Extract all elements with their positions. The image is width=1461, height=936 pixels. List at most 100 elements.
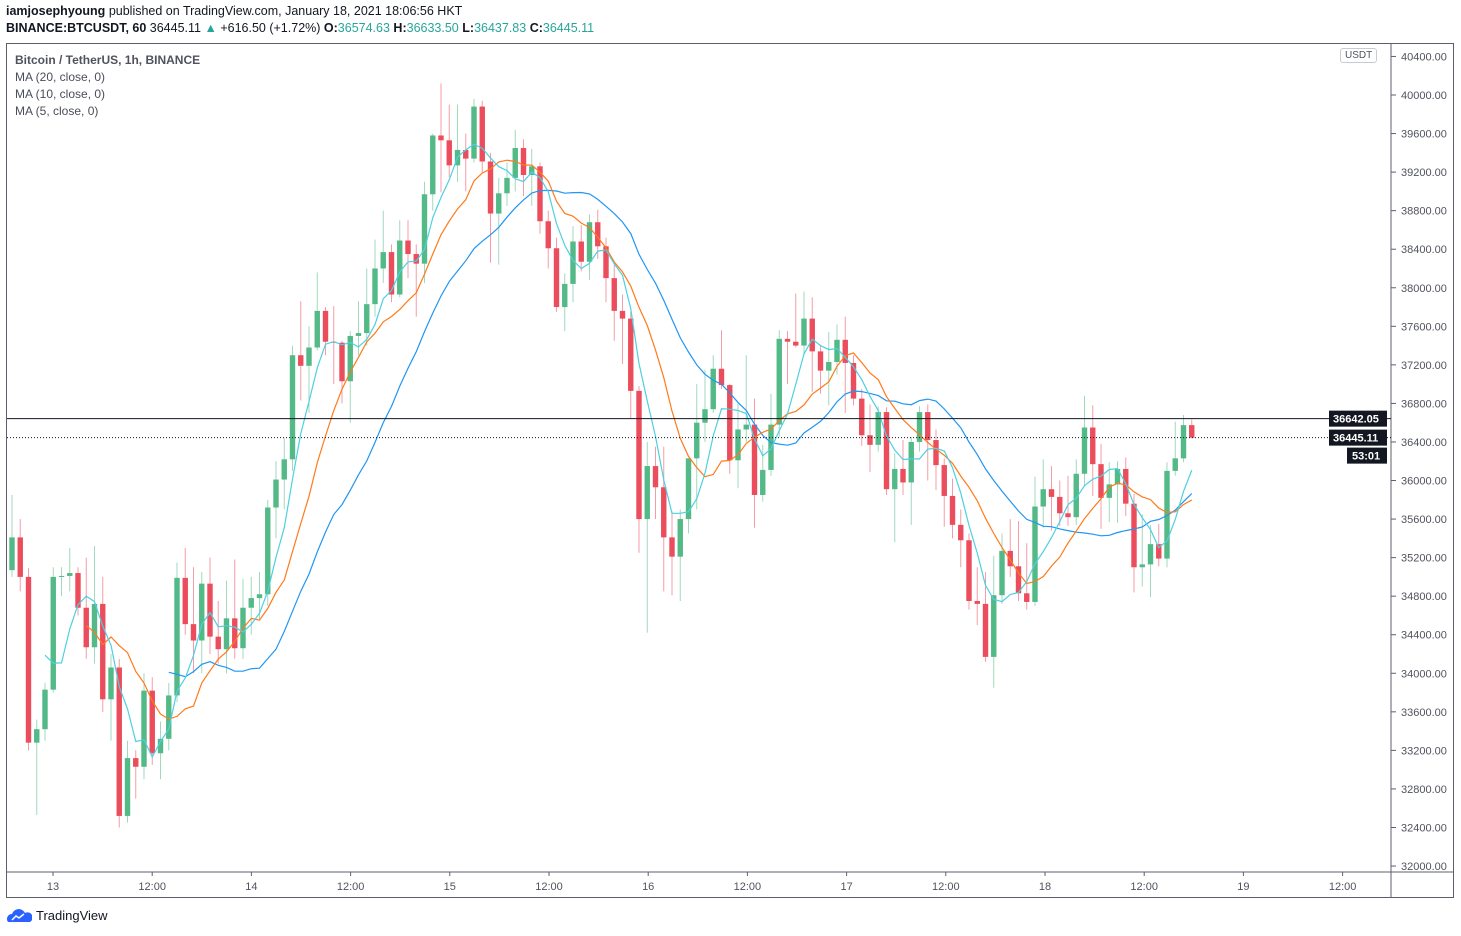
candle-up (42, 689, 48, 730)
candle-up (562, 283, 568, 308)
price-label-bg (1329, 429, 1387, 446)
x-tick-label: 12:00 (138, 881, 166, 893)
x-tick-label: 17 (840, 881, 852, 893)
high-value: 36633.50 (406, 21, 459, 35)
open-label: O: (323, 21, 338, 35)
candle-up (570, 241, 576, 284)
candle-up (702, 409, 708, 423)
low-value: 36437.83 (474, 21, 527, 35)
candle-up (223, 618, 230, 650)
x-tick-label: 18 (1039, 881, 1051, 893)
candle-down (784, 338, 791, 342)
bar-countdown: 53:01 (1352, 451, 1380, 463)
candle-down (949, 495, 956, 525)
legend-title: Bitcoin / TetherUS, 1h, BINANCE (15, 53, 201, 67)
candle-up (1081, 427, 1088, 474)
candle-up (1139, 564, 1145, 568)
candle-up (50, 576, 56, 690)
candle-up (372, 268, 378, 305)
candle-down (1156, 544, 1162, 559)
candle-down (842, 339, 848, 363)
candle-up (355, 333, 362, 336)
chart-frame[interactable] (6, 43, 1454, 898)
candle-down (1131, 503, 1137, 568)
price-label: 36642.05 (1333, 414, 1379, 426)
candle-down (190, 624, 197, 641)
legend-ma20[interactable]: MA (20, close, 0) (15, 70, 106, 84)
candle-down (1123, 468, 1129, 504)
candle-down (628, 318, 634, 391)
x-tick-label: 12:00 (734, 881, 762, 893)
candle-up (421, 194, 428, 264)
candle-down (298, 355, 304, 366)
candle-down (413, 254, 419, 264)
candle-down (405, 240, 411, 255)
candle-down (83, 607, 89, 648)
y-tick-label: 35600.00 (1401, 514, 1447, 526)
tradingview-logo[interactable]: TradingView (6, 908, 108, 923)
y-tick-label: 37200.00 (1401, 360, 1447, 372)
candle-down (850, 362, 857, 399)
candle-up (67, 573, 73, 576)
candle-up (504, 177, 510, 194)
y-tick-label: 32800.00 (1401, 784, 1447, 796)
candle-down (958, 524, 964, 541)
candle-up (289, 355, 296, 460)
candle-down (603, 246, 609, 279)
price-label-bg (1329, 410, 1387, 427)
candle-down (636, 390, 642, 520)
candle-up (58, 575, 65, 577)
legend-ma10[interactable]: MA (10, close, 0) (15, 87, 106, 101)
y-tick-label: 32000.00 (1401, 861, 1447, 873)
candle-down (809, 318, 815, 352)
candle-down (966, 540, 972, 601)
candle-up (801, 318, 807, 346)
candle-down (727, 385, 733, 461)
y-tick-label: 37600.00 (1401, 321, 1447, 333)
candle-down (611, 278, 617, 311)
candle-up (1114, 468, 1121, 485)
y-tick-label: 39600.00 (1401, 129, 1447, 141)
candle-up (991, 595, 997, 657)
candle-down (974, 600, 980, 604)
open-value: 36574.63 (337, 21, 390, 35)
ma-line-20 (168, 189, 1193, 678)
candle-up (380, 252, 386, 269)
candle-down (322, 310, 329, 342)
author-name[interactable]: iamjosephyoung (6, 4, 106, 18)
legend-ma5[interactable]: MA (5, close, 0) (15, 104, 99, 118)
candle-up (141, 690, 147, 767)
candle-up (1172, 458, 1178, 471)
x-tick-label: 16 (642, 881, 654, 893)
y-tick-label: 38400.00 (1401, 244, 1447, 256)
candle-down (446, 140, 452, 166)
ma-line-10 (85, 159, 1193, 720)
x-tick-label: 12:00 (1130, 881, 1158, 893)
candle-up (1147, 544, 1154, 565)
y-tick-label: 40000.00 (1401, 90, 1447, 102)
candle-up (512, 148, 518, 178)
x-tick-label: 15 (444, 881, 456, 893)
candle-up (908, 441, 914, 483)
candle-up (875, 412, 881, 445)
y-tick-label: 34400.00 (1401, 630, 1447, 642)
x-tick-label: 12:00 (932, 881, 960, 893)
candle-up (397, 240, 403, 295)
symbol: BINANCE:BTCUSDT, 60 (6, 21, 147, 35)
candle-down (215, 636, 221, 650)
price-label: 36445.11 (1333, 433, 1378, 445)
currency-badge[interactable]: USDT (1340, 48, 1378, 63)
candle-down (339, 342, 345, 382)
candle-down (933, 440, 939, 466)
last-price: 36445.11 (149, 21, 201, 35)
candle-down (1007, 550, 1013, 567)
candle-down (1090, 427, 1096, 465)
published-text: published on TradingView.com, January 18… (108, 4, 463, 18)
candle-up (586, 222, 593, 262)
candle-down (859, 398, 865, 436)
candle-up (1106, 484, 1112, 498)
candle-up (677, 519, 683, 557)
candle-down (463, 149, 469, 159)
candle-up (9, 537, 15, 571)
